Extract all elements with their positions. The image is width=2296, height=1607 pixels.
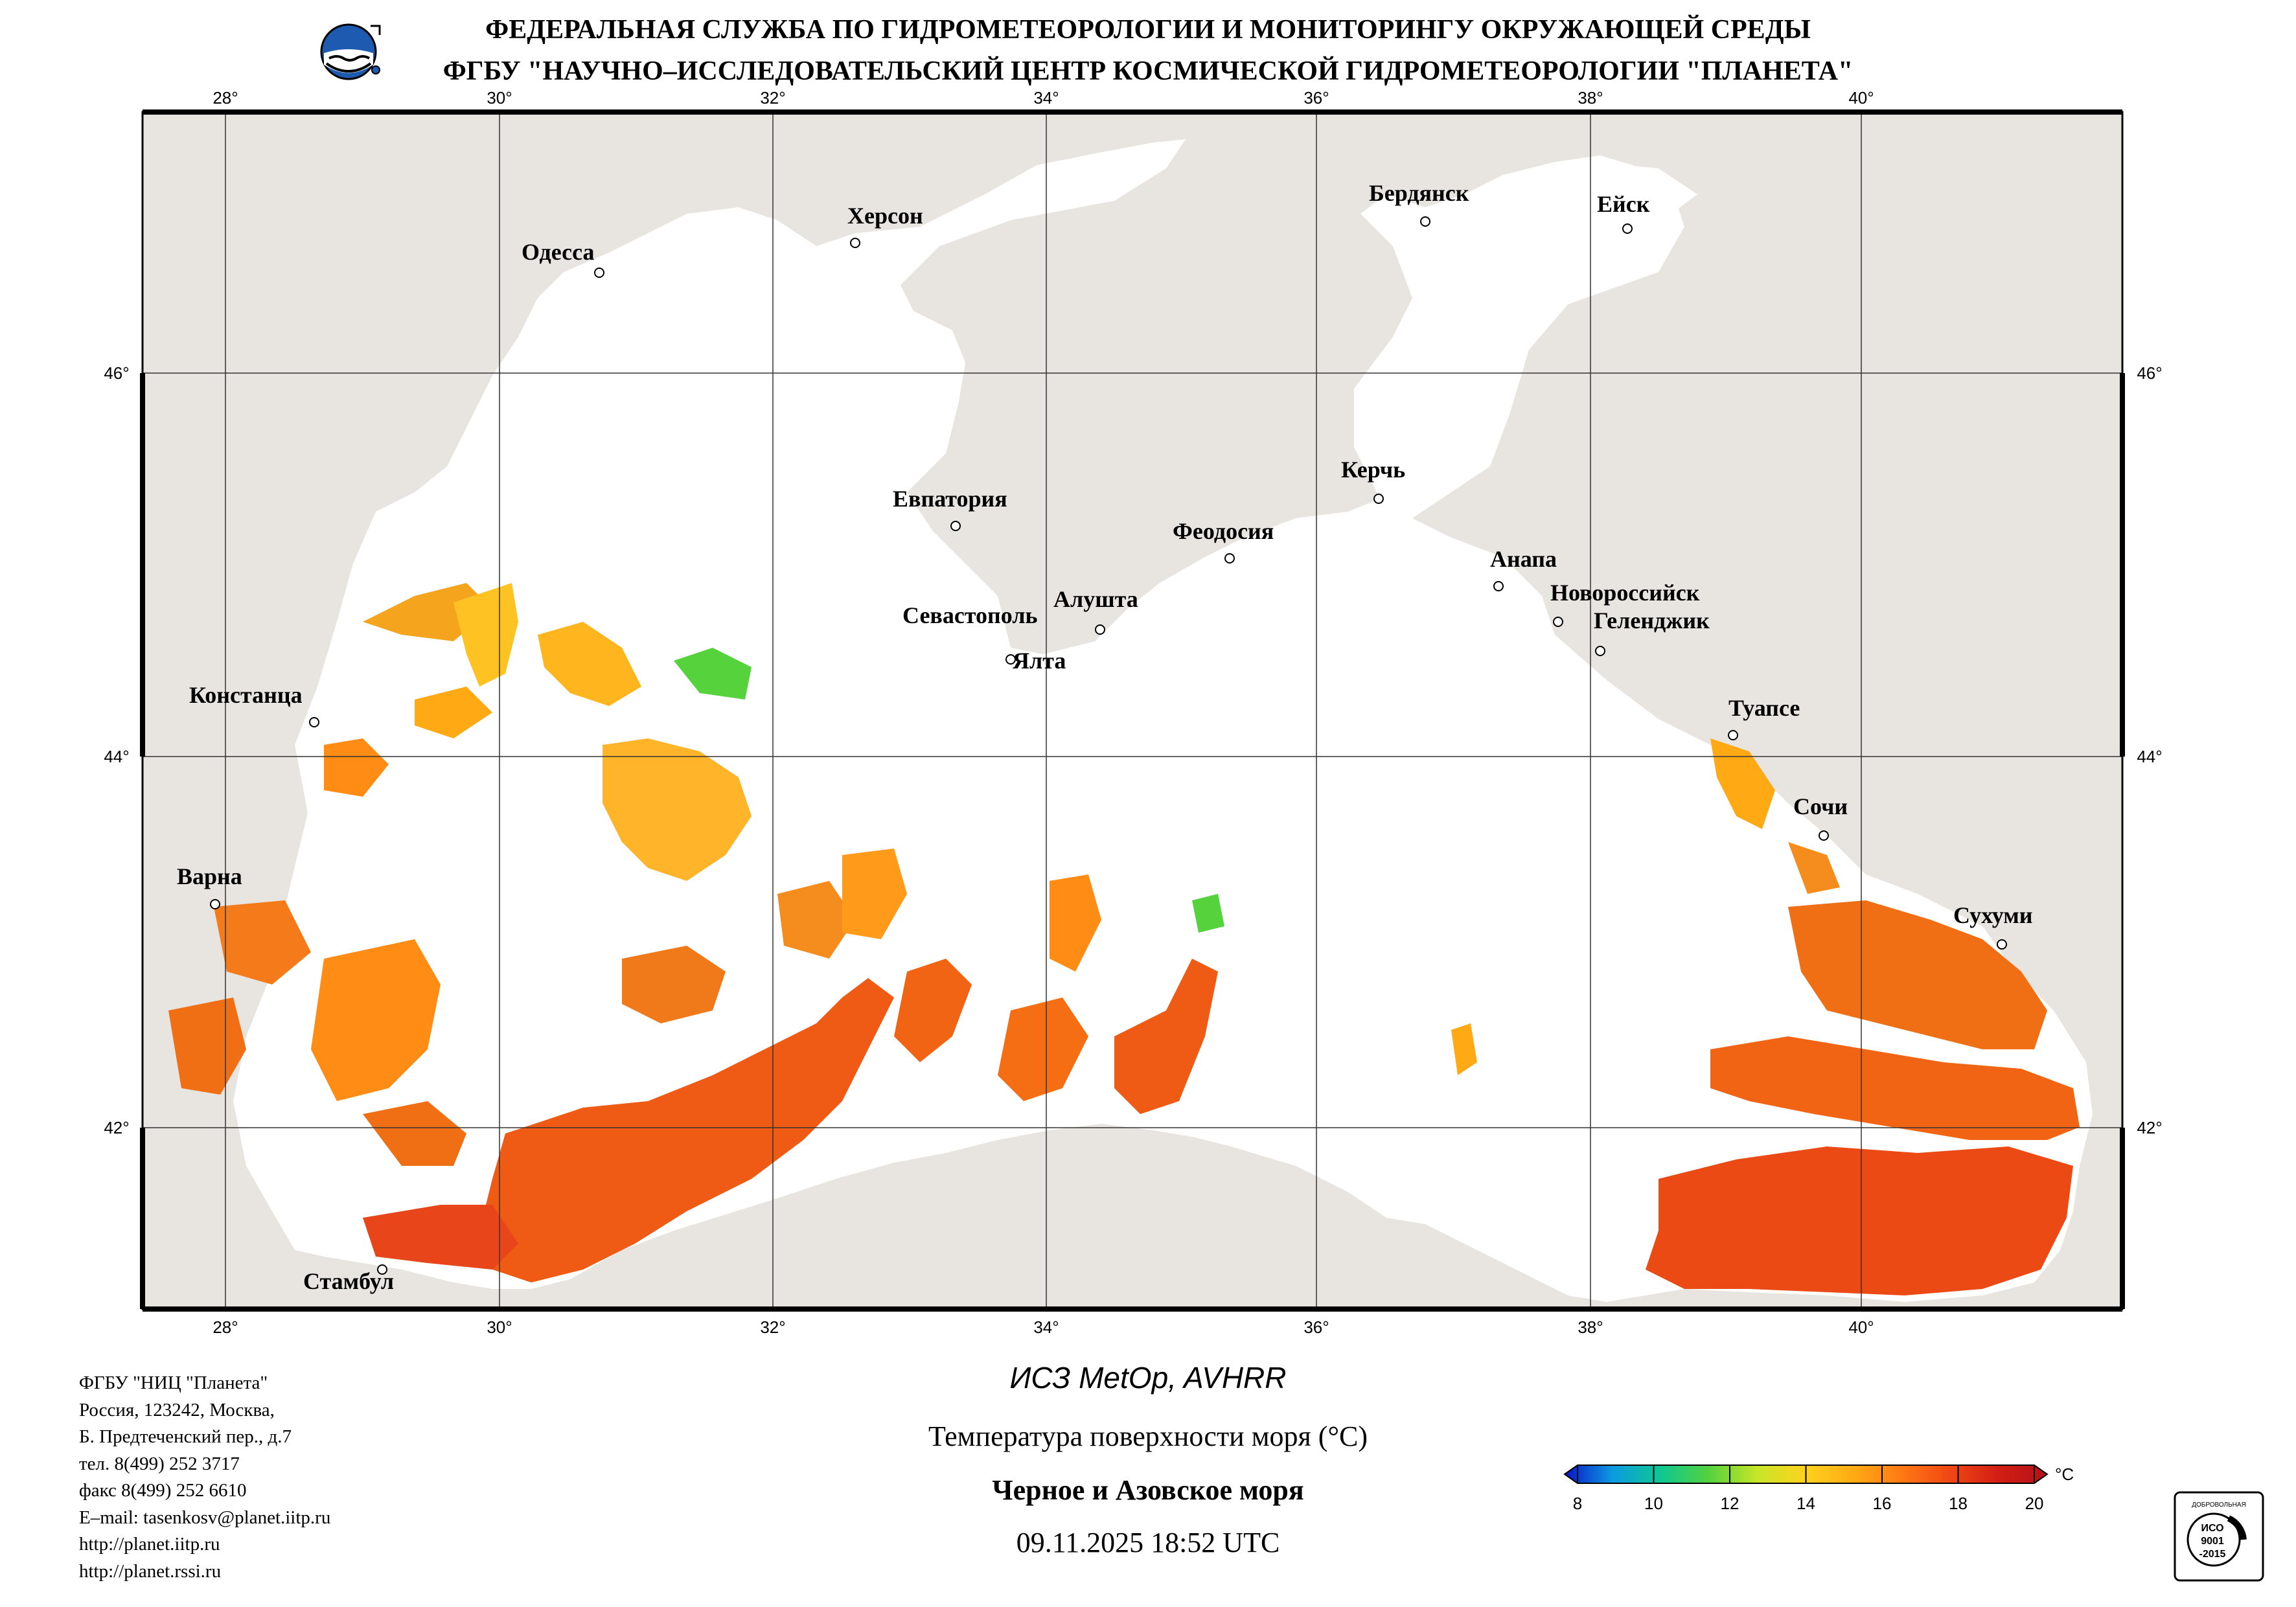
contact-block: ФГБУ "НИЦ "Планета" Россия, 123242, Моск… bbox=[79, 1370, 330, 1585]
lon-tick-top-5: 38° bbox=[1578, 88, 1603, 108]
city-markers bbox=[210, 216, 2007, 1275]
city-yalta: Ялта bbox=[1013, 648, 1066, 674]
map-content: 28° 30° 32° 34° 36° 38° 40° 28° 30° 32° … bbox=[104, 88, 2162, 1337]
contact-address-2: Б. Предтеченский пер., д.7 bbox=[79, 1426, 292, 1447]
lon-tick-bottom-6: 40° bbox=[1848, 1317, 1874, 1337]
city-evpatoria: Евпатория bbox=[893, 486, 1007, 512]
contact-phone: тел. 8(499) 252 3717 bbox=[79, 1453, 240, 1474]
azov-north bbox=[1412, 162, 1697, 220]
lon-tick-top-0: 28° bbox=[212, 88, 238, 108]
city-alushta: Алушта bbox=[1053, 586, 1138, 612]
city-anapa: Анапа bbox=[1490, 546, 1557, 572]
lon-tick-bottom-4: 36° bbox=[1303, 1317, 1329, 1337]
city-sukhumi: Сухуми bbox=[1953, 902, 2033, 928]
city-constanta: Констанца bbox=[189, 682, 303, 708]
lon-tick-top-1: 30° bbox=[487, 88, 512, 108]
city-sochi: Сочи bbox=[1793, 793, 1848, 819]
city-feodosia: Феодосия bbox=[1173, 518, 1274, 544]
caption-satellite: ИСЗ MetOp, AVHRR bbox=[1009, 1361, 1287, 1395]
contact-url-2[interactable]: http://planet.rssi.ru bbox=[79, 1560, 222, 1582]
lon-tick-bottom-3: 34° bbox=[1033, 1317, 1059, 1337]
city-eysk: Ейск bbox=[1597, 191, 1650, 217]
contact-address-1: Россия, 123242, Москва, bbox=[79, 1399, 275, 1420]
city-odessa: Одесса bbox=[522, 239, 595, 265]
lon-tick-bottom-5: 38° bbox=[1578, 1317, 1603, 1337]
contact-url-1[interactable]: http://planet.iitp.ru bbox=[79, 1534, 220, 1555]
lon-tick-bottom-0: 28° bbox=[212, 1317, 238, 1337]
lat-tick-right-0: 46° bbox=[2137, 363, 2162, 383]
city-gelendzhik: Геленджик bbox=[1594, 608, 1710, 633]
sst-patches bbox=[168, 583, 2080, 1295]
graticule bbox=[143, 112, 2122, 1309]
city-tuapse: Туапсе bbox=[1728, 695, 1800, 721]
cert-line4: -2015 bbox=[2199, 1549, 2226, 1560]
city-novorossiysk: Новороссийск bbox=[1550, 580, 1700, 606]
city-sevastopol: Севастополь bbox=[902, 602, 1038, 628]
lat-tick-right-2: 42° bbox=[2137, 1118, 2162, 1137]
caption-parameter: Температура поверхности моря (°C) bbox=[928, 1420, 1368, 1452]
contact-fax: факс 8(499) 252 6610 bbox=[79, 1480, 247, 1501]
lon-tick-top-2: 32° bbox=[760, 88, 785, 108]
city-kherson: Херсон bbox=[847, 203, 923, 229]
lat-tick-left-2: 42° bbox=[104, 1118, 129, 1137]
map-thick-edges bbox=[140, 109, 2125, 1312]
lon-tick-top-3: 34° bbox=[1033, 88, 1059, 108]
city-varna: Варна bbox=[177, 863, 242, 889]
lon-tick-top-4: 36° bbox=[1303, 88, 1329, 108]
lat-tick-left-1: 44° bbox=[104, 747, 129, 766]
header-center: ФГБУ "НАУЧНО–ИССЛЕДОВАТЕЛЬСКИЙ ЦЕНТР КОС… bbox=[442, 56, 1854, 86]
lat-tick-left-0: 46° bbox=[104, 363, 129, 383]
city-kerch: Керчь bbox=[1341, 457, 1405, 483]
iso-certificate-icon: ДОБРОВОЛЬНАЯ ИСО 9001 -2015 bbox=[2174, 1491, 2264, 1582]
lat-tick-right-1: 44° bbox=[2137, 747, 2162, 766]
planeta-logo-icon bbox=[320, 23, 381, 80]
city-istanbul: Стамбул bbox=[303, 1268, 394, 1294]
city-berdyansk: Бердянск bbox=[1369, 180, 1469, 206]
cert-line1: ДОБРОВОЛЬНАЯ bbox=[2192, 1501, 2246, 1509]
lon-tick-bottom-2: 32° bbox=[760, 1317, 785, 1337]
cert-line2: ИСО bbox=[2201, 1523, 2223, 1534]
lon-tick-bottom-1: 30° bbox=[487, 1317, 512, 1337]
cert-line3: 9001 bbox=[2201, 1536, 2224, 1547]
header-agency: ФЕДЕРАЛЬНАЯ СЛУЖБА ПО ГИДРОМЕТЕОРОЛОГИИ … bbox=[485, 15, 1811, 45]
lon-tick-top-6: 40° bbox=[1848, 88, 1874, 108]
caption-region: Черное и Азовское моря bbox=[992, 1474, 1304, 1506]
contact-email[interactable]: E–mail: tasenkosv@planet.iitp.ru bbox=[79, 1507, 331, 1528]
contact-org: ФГБУ "НИЦ "Планета" bbox=[79, 1373, 268, 1393]
caption-datetime: 09.11.2025 18:52 UTC bbox=[1016, 1527, 1280, 1558]
